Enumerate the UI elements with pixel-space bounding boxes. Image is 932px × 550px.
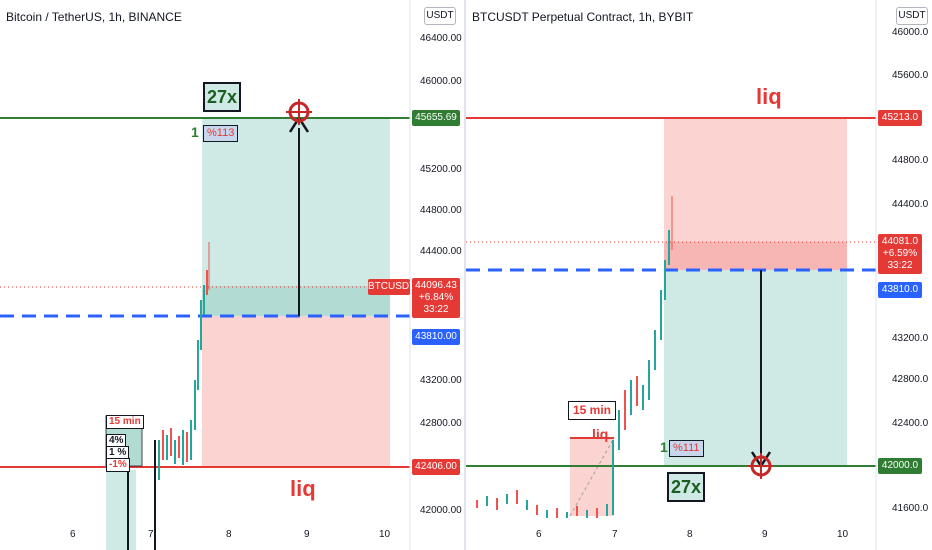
right-chart-title: BTCUSDT Perpetual Contract, 1h, BYBIT bbox=[472, 10, 694, 24]
target-price-label: 45655.69 bbox=[412, 110, 460, 126]
y-tick: 44400.00 bbox=[420, 246, 462, 257]
y-tick: 44800.0 bbox=[892, 155, 929, 166]
mini-tag: 15 min bbox=[106, 415, 144, 429]
loss-zone bbox=[202, 316, 390, 467]
leverage-box: 27x bbox=[667, 472, 705, 502]
y-tick: 42000.00 bbox=[420, 505, 462, 516]
x-tick: 9 bbox=[762, 529, 768, 540]
right-chart-canvas[interactable] bbox=[466, 0, 932, 550]
leverage-box: 27x bbox=[203, 82, 241, 112]
last-price-label: 44096.43 +6.84% 33:22 bbox=[412, 278, 460, 318]
y-tick: 45600.0 bbox=[892, 70, 929, 81]
y-tick: 43200.0 bbox=[892, 333, 929, 344]
profit-zone bbox=[202, 118, 390, 316]
panel-divider[interactable] bbox=[464, 0, 466, 550]
pct-box: %113 bbox=[203, 125, 239, 142]
x-tick: 7 bbox=[148, 529, 154, 540]
liq-price-label: 42406.00 bbox=[412, 459, 460, 475]
y-tick: 43200.00 bbox=[420, 375, 462, 386]
left-chart-title: Bitcoin / TetherUS, 1h, BINANCE bbox=[6, 10, 182, 24]
position-count: 1 bbox=[191, 124, 199, 140]
liq-price-label: 45213.0 bbox=[878, 110, 922, 126]
x-tick: 6 bbox=[536, 529, 542, 540]
symbol-tag: BTCUSDT bbox=[368, 279, 415, 295]
y-tick: 46000.0 bbox=[892, 27, 929, 38]
y-tick: 42800.0 bbox=[892, 374, 929, 385]
last-change: +6.59% bbox=[882, 248, 918, 259]
current-band bbox=[202, 286, 390, 316]
x-tick: 10 bbox=[837, 529, 849, 540]
last-price-label: 44081.0 +6.59% 33:22 bbox=[878, 234, 922, 274]
right-currency-button[interactable]: USDT bbox=[896, 7, 928, 25]
y-tick: 46000.00 bbox=[420, 76, 462, 87]
entry-price-label: 43810.0 bbox=[878, 282, 922, 298]
right-chart-panel[interactable]: BTCUSDT Perpetual Contract, 1h, BYBIT US… bbox=[466, 0, 932, 550]
current-band bbox=[664, 242, 847, 270]
x-tick: 10 bbox=[379, 529, 391, 540]
last-price: 44081.0 bbox=[881, 236, 919, 247]
liq-label: liq bbox=[756, 84, 782, 109]
x-tick: 8 bbox=[226, 529, 232, 540]
y-tick: 44800.00 bbox=[420, 205, 462, 216]
candles bbox=[476, 196, 673, 518]
left-chart-panel[interactable]: Bitcoin / TetherUS, 1h, BINANCE USDT 464… bbox=[0, 0, 466, 550]
entry-price-label: 43810.00 bbox=[412, 329, 460, 345]
bar-countdown: 33:22 bbox=[423, 304, 449, 315]
x-tick: 6 bbox=[70, 529, 76, 540]
left-chart-canvas[interactable] bbox=[0, 0, 466, 550]
mini-liq-label: liq bbox=[592, 426, 609, 442]
position-count: 1 bbox=[660, 439, 668, 455]
last-change: +6.84% bbox=[418, 292, 454, 303]
last-price: 44096.43 bbox=[415, 280, 457, 291]
left-currency-button[interactable]: USDT bbox=[424, 7, 456, 25]
pct-box: %111 bbox=[669, 440, 704, 457]
target-price-label: 42000.0 bbox=[878, 458, 922, 474]
liq-label: liq bbox=[290, 476, 316, 501]
y-tick: 42800.00 bbox=[420, 418, 462, 429]
bar-countdown: 33:22 bbox=[887, 260, 913, 271]
x-tick: 7 bbox=[612, 529, 618, 540]
y-tick: 42400.0 bbox=[892, 418, 929, 429]
profit-zone bbox=[664, 270, 847, 466]
y-tick: 46400.00 bbox=[420, 33, 462, 44]
y-tick: 45200.00 bbox=[420, 164, 462, 175]
y-tick: 44400.0 bbox=[892, 199, 929, 210]
mini-tag: -1% bbox=[106, 458, 130, 472]
timeframe-tag: 15 min bbox=[568, 401, 617, 420]
candles bbox=[106, 242, 210, 550]
x-tick: 8 bbox=[687, 529, 693, 540]
x-tick: 9 bbox=[304, 529, 310, 540]
y-tick: 41600.0 bbox=[892, 503, 929, 514]
